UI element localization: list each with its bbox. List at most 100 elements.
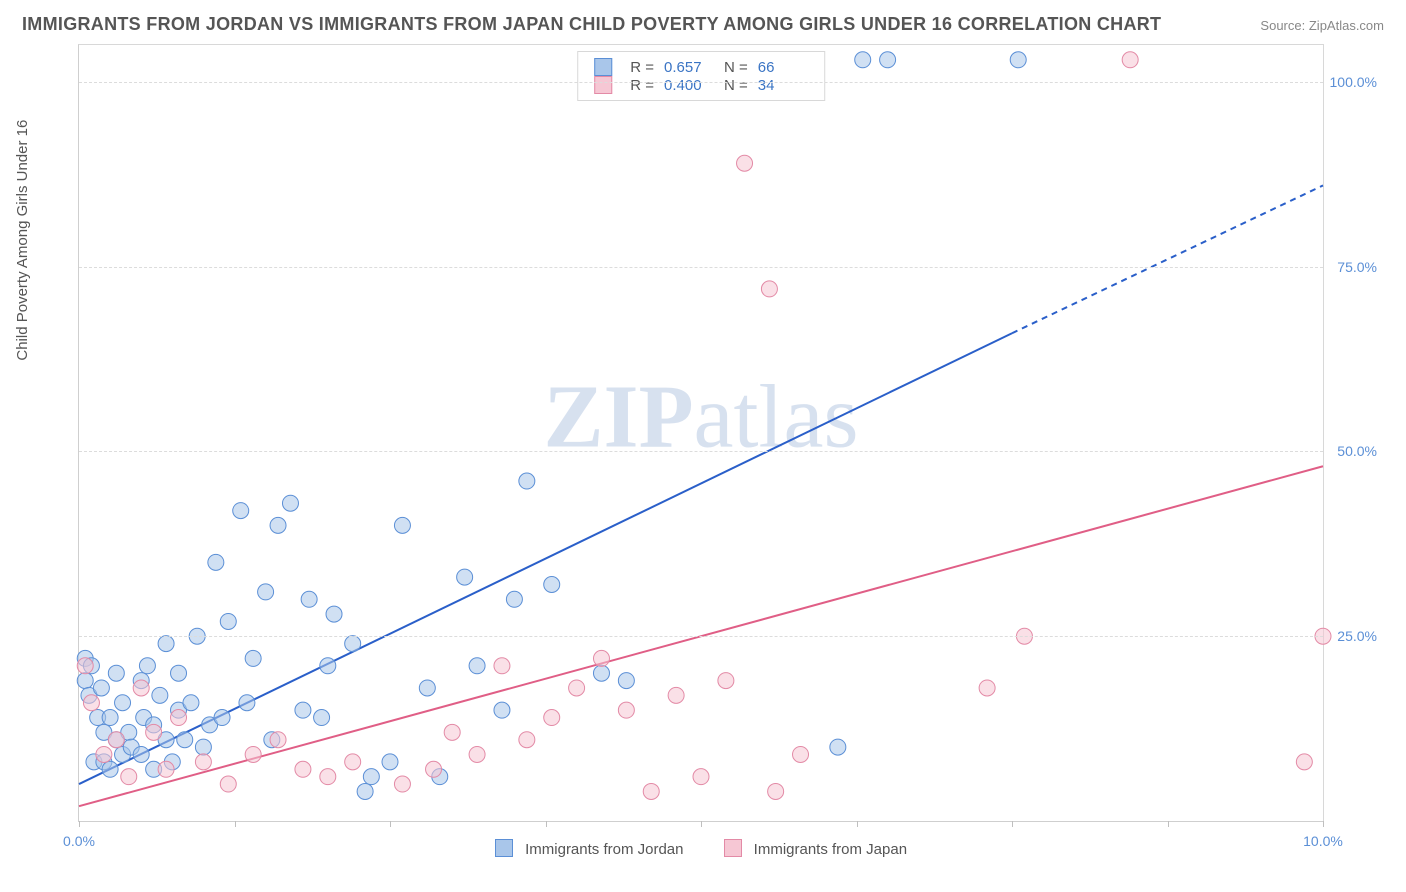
- data-point: [220, 776, 236, 792]
- data-point: [618, 673, 634, 689]
- data-point: [177, 732, 193, 748]
- source-label: Source:: [1260, 18, 1305, 33]
- scatter-points: [79, 45, 1323, 821]
- data-point: [152, 687, 168, 703]
- data-point: [220, 613, 236, 629]
- data-point: [1122, 52, 1138, 68]
- x-tick: [857, 821, 858, 827]
- data-point: [593, 650, 609, 666]
- legend-item-jordan: Immigrants from Jordan: [495, 839, 684, 858]
- bottom-legend: Immigrants from Jordan Immigrants from J…: [78, 839, 1324, 858]
- gridline: [79, 636, 1323, 637]
- legend-label-japan: Immigrants from Japan: [754, 841, 907, 858]
- data-point: [208, 554, 224, 570]
- data-point: [96, 746, 112, 762]
- source-link[interactable]: ZipAtlas.com: [1309, 18, 1384, 33]
- data-point: [258, 584, 274, 600]
- data-point: [171, 665, 187, 681]
- data-point: [295, 761, 311, 777]
- stats-row-jordan: R = 0.657 N = 66: [594, 58, 808, 76]
- data-point: [382, 754, 398, 770]
- data-point: [158, 761, 174, 777]
- data-point: [643, 783, 659, 799]
- data-point: [693, 769, 709, 785]
- x-tick: [79, 821, 80, 827]
- chart-title: IMMIGRANTS FROM JORDAN VS IMMIGRANTS FRO…: [22, 14, 1161, 35]
- data-point: [1296, 754, 1312, 770]
- r-label: R =: [630, 59, 654, 76]
- data-point: [363, 769, 379, 785]
- data-point: [108, 732, 124, 748]
- n-label: N =: [724, 59, 748, 76]
- r-value-jordan: 0.657: [664, 59, 714, 76]
- data-point: [569, 680, 585, 696]
- data-point: [133, 680, 149, 696]
- data-point: [239, 695, 255, 711]
- data-point: [326, 606, 342, 622]
- x-tick: [701, 821, 702, 827]
- data-point: [295, 702, 311, 718]
- data-point: [108, 665, 124, 681]
- x-tick: [1323, 821, 1324, 827]
- data-point: [761, 281, 777, 297]
- y-tick-label: 25.0%: [1337, 628, 1377, 644]
- data-point: [494, 658, 510, 674]
- data-point: [320, 769, 336, 785]
- data-point: [394, 517, 410, 533]
- data-point: [93, 680, 109, 696]
- data-point: [115, 695, 131, 711]
- data-point: [419, 680, 435, 696]
- gridline: [79, 267, 1323, 268]
- gridline: [79, 451, 1323, 452]
- y-tick-label: 75.0%: [1337, 259, 1377, 275]
- data-point: [270, 732, 286, 748]
- data-point: [979, 680, 995, 696]
- data-point: [133, 746, 149, 762]
- data-point: [77, 673, 93, 689]
- data-point: [345, 754, 361, 770]
- chart-area: Child Poverty Among Girls Under 16 ZIPat…: [22, 44, 1384, 870]
- y-axis-label: Child Poverty Among Girls Under 16: [14, 120, 31, 361]
- x-tick: [390, 821, 391, 827]
- data-point: [793, 746, 809, 762]
- gridline: [79, 82, 1323, 83]
- data-point: [1010, 52, 1026, 68]
- data-point: [83, 695, 99, 711]
- data-point: [357, 783, 373, 799]
- source: Source: ZipAtlas.com: [1260, 18, 1384, 33]
- data-point: [506, 591, 522, 607]
- r-label: R =: [630, 77, 654, 94]
- x-tick: [235, 821, 236, 827]
- data-point: [139, 658, 155, 674]
- n-value-japan: 34: [758, 77, 808, 94]
- data-point: [544, 577, 560, 593]
- swatch-japan: [594, 76, 612, 94]
- data-point: [469, 746, 485, 762]
- r-value-japan: 0.400: [664, 77, 714, 94]
- data-point: [544, 710, 560, 726]
- data-point: [214, 710, 230, 726]
- data-point: [245, 650, 261, 666]
- data-point: [245, 746, 261, 762]
- data-point: [158, 636, 174, 652]
- header: IMMIGRANTS FROM JORDAN VS IMMIGRANTS FRO…: [0, 0, 1406, 41]
- x-tick: [1168, 821, 1169, 827]
- legend-item-japan: Immigrants from Japan: [724, 839, 908, 858]
- data-point: [345, 636, 361, 652]
- data-point: [830, 739, 846, 755]
- data-point: [121, 769, 137, 785]
- data-point: [718, 673, 734, 689]
- data-point: [668, 687, 684, 703]
- y-tick-label: 100.0%: [1330, 74, 1377, 90]
- data-point: [737, 155, 753, 171]
- x-tick: [546, 821, 547, 827]
- data-point: [102, 761, 118, 777]
- data-point: [426, 761, 442, 777]
- data-point: [301, 591, 317, 607]
- data-point: [102, 710, 118, 726]
- data-point: [195, 739, 211, 755]
- data-point: [880, 52, 896, 68]
- data-point: [183, 695, 199, 711]
- n-value-jordan: 66: [758, 59, 808, 76]
- legend-swatch-japan: [724, 839, 742, 857]
